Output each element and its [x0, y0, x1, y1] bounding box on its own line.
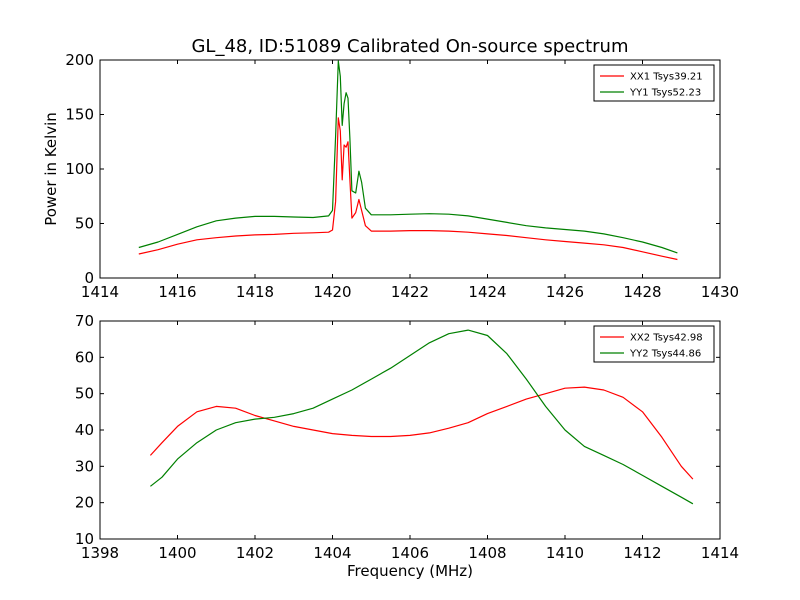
x-tick-label: 1424: [468, 283, 506, 301]
y-tick-label: 50: [75, 215, 94, 233]
y-tick-label: 100: [65, 160, 94, 178]
y-tick-label: 50: [75, 385, 94, 403]
x-tick-label: 1414: [81, 283, 119, 301]
x-tick-label: 1430: [701, 283, 739, 301]
legend: XX1 Tsys39.21 YY1 Tsys52.23: [593, 64, 715, 102]
y-tick-label: 40: [75, 421, 94, 439]
x-tick-label: 1418: [236, 283, 274, 301]
y-tick-label: 0: [84, 269, 94, 287]
legend-label: XX2 Tsys42.98: [630, 333, 703, 344]
y-tick-label: 200: [65, 51, 94, 69]
x-tick-label: 1428: [623, 283, 661, 301]
series-line-1-0: [149, 386, 694, 480]
series-line-0-0: [138, 117, 678, 261]
y-tick-label: 30: [75, 457, 94, 475]
x-tick-label: 1400: [158, 544, 196, 562]
x-tick-label: 1410: [546, 544, 584, 562]
y-tick-label: 60: [75, 348, 94, 366]
y-tick-label: 70: [75, 312, 94, 330]
legend-label: YY2 Tsys44.86: [629, 349, 701, 360]
x-tick-label: 1412: [623, 544, 661, 562]
series-line-0-1: [138, 60, 678, 254]
y-axis-label: Power in Kelvin: [42, 112, 60, 226]
x-tick-label: 1416: [158, 283, 196, 301]
lower-axes: 1398 1400 1402 1404 1406 1408 1410 1412 1414 10 20…: [75, 312, 739, 580]
y-tick-label: 10: [75, 530, 94, 548]
legend-box: [593, 325, 715, 363]
x-tick-label: 1406: [391, 544, 429, 562]
upper-axes: 1414 1416 1418 1420 1422 1424 1426 1428 1430 0 50 1…: [42, 51, 739, 301]
x-tick-label: 1402: [236, 544, 274, 562]
legend-label: XX1 Tsys39.21: [630, 72, 703, 83]
x-tick-label: 1414: [701, 544, 739, 562]
y-tick-label: 20: [75, 494, 94, 512]
x-tick-label: 1426: [546, 283, 584, 301]
legend: XX2 Tsys42.98 YY2 Tsys44.86: [593, 325, 715, 363]
x-tick-label: 1408: [468, 544, 506, 562]
x-axis-label: Frequency (MHz): [347, 562, 473, 580]
x-tick-label: 1422: [391, 283, 429, 301]
x-tick-label: 1420: [313, 283, 351, 301]
y-tick-label: 150: [65, 106, 94, 124]
legend-label: YY1 Tsys52.23: [629, 88, 701, 99]
legend-box: [593, 64, 715, 102]
series-line-1-1: [150, 329, 694, 505]
x-tick-label: 1398: [81, 544, 119, 562]
x-tick-label: 1404: [313, 544, 351, 562]
figure-title: GL_48, ID:51089 Calibrated On-source spe…: [191, 36, 628, 57]
